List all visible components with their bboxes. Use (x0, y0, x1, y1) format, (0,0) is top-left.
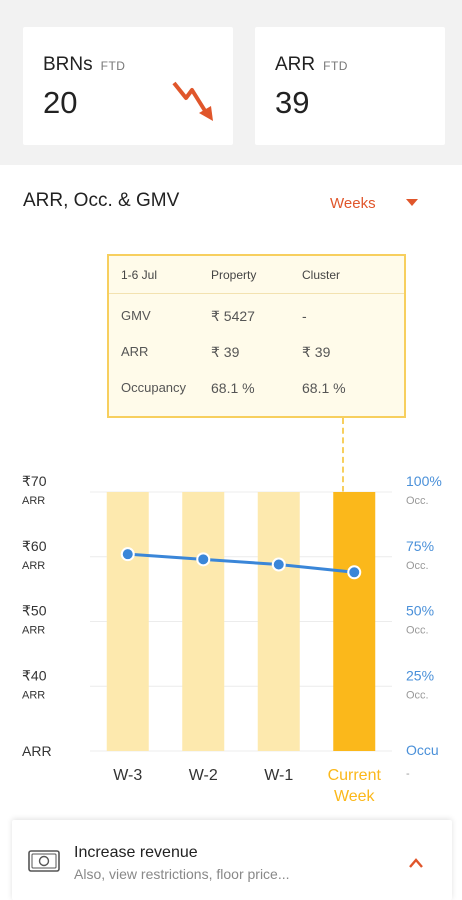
left-axis-tick-label: ₹40 (22, 667, 47, 683)
x-axis-category-label: W-2 (189, 767, 218, 784)
left-axis-tick-unit: ARR (22, 560, 45, 572)
right-axis-tick-label: 75% (406, 538, 434, 554)
left-axis-tick-unit: ARR (22, 689, 45, 701)
right-axis-tick-label: 25% (406, 667, 434, 683)
tooltip-arr-cluster: ₹ 39 (302, 344, 331, 360)
x-axis-category-label: W-1 (264, 767, 293, 784)
right-axis-tick-label: Occu (406, 742, 439, 758)
arr-kpi-title: ARR FTD (275, 54, 348, 75)
right-axis-tick-label: 50% (406, 603, 434, 619)
trend-down-icon (172, 81, 213, 121)
tooltip-col-cluster: Cluster (302, 268, 341, 282)
right-axis-tick-unit: Occ. (406, 495, 429, 507)
chart-bar (333, 492, 376, 751)
right-axis-tick-label: 100% (406, 473, 442, 489)
left-axis-tick-unit: ARR (22, 495, 45, 507)
occupancy-point (347, 565, 362, 580)
left-axis-tick-label: ₹70 (22, 473, 47, 489)
left-axis-tick-label: ₹50 (22, 603, 47, 619)
arr-kpi-value: 39 (275, 85, 310, 120)
tooltip-header: 1-6 Jul Property Cluster (109, 256, 404, 294)
tooltip-col-property: Property (211, 268, 257, 282)
brns-kpi-title: BRNs FTD (43, 54, 126, 75)
increase-revenue-card[interactable]: Increase revenue Also, view restrictions… (12, 820, 452, 900)
occupancy-point (120, 547, 135, 562)
tooltip-leader-line (342, 418, 344, 492)
period-dropdown[interactable]: Weeks (330, 195, 376, 212)
tooltip-period: 1-6 Jul (121, 268, 158, 282)
chart-tooltip: 1-6 Jul Property Cluster GMV ₹ 5427 - AR… (107, 254, 406, 418)
brns-kpi-value: 20 (43, 85, 78, 120)
tooltip-row-label: ARR (121, 344, 149, 359)
kpi-band: BRNs FTD 20 ARR FTD 39 (0, 0, 462, 165)
arr-occ-chart: ₹70 ARR ₹60 ARR ₹50 ARR ₹40 ARR ARR 100% Occ. 75% Oc… (22, 473, 442, 805)
chart-bar (106, 492, 149, 751)
tooltip-gmv-property: ₹ 5427 (211, 308, 255, 324)
left-axis-tick-label: ARR (22, 743, 52, 759)
brns-kpi-card[interactable]: BRNs FTD 20 (23, 27, 233, 145)
arr-kpi-card[interactable]: ARR FTD 39 (255, 27, 445, 145)
right-axis-tick-unit: Occ. (406, 625, 429, 637)
occupancy-point (196, 552, 211, 567)
x-axis-category-label: Current (328, 767, 382, 784)
arr-kpi-tag: FTD (323, 59, 348, 73)
chevron-up-icon[interactable] (408, 858, 424, 868)
brns-kpi-tag: FTD (100, 59, 126, 73)
left-axis-tick-unit: ARR (22, 625, 45, 637)
promo-subtitle: Also, view restrictions, floor price... (74, 866, 290, 882)
promo-title: Increase revenue (74, 844, 198, 861)
x-axis-category-label: Week (334, 788, 376, 805)
currency-note-icon (28, 850, 60, 872)
right-axis-tick-unit: Occ. (406, 560, 429, 572)
right-axis-tick-unit: - (406, 768, 410, 780)
section-title: ARR, Occ. & GMV (23, 190, 180, 211)
chart-section: ARR, Occ. & GMV Weeks 1-6 Jul Property C… (0, 165, 462, 900)
tooltip-gmv-cluster: - (302, 308, 307, 324)
right-axis-tick-unit: Occ. (406, 689, 429, 701)
tooltip-row-label: Occupancy (121, 380, 187, 395)
tooltip-occupancy-property: 68.1 % (211, 380, 255, 396)
caret-down-icon[interactable] (406, 199, 418, 207)
left-axis-tick-label: ₹60 (22, 538, 47, 554)
occupancy-point (271, 557, 286, 572)
chart-bar (182, 492, 225, 751)
tooltip-arr-property: ₹ 39 (211, 344, 240, 360)
tooltip-occupancy-cluster: 68.1 % (302, 380, 346, 396)
chart-bar (257, 492, 300, 751)
tooltip-row-label: GMV (121, 308, 151, 323)
occupancy-line (127, 552, 355, 574)
x-axis-category-label: W-3 (113, 767, 142, 784)
